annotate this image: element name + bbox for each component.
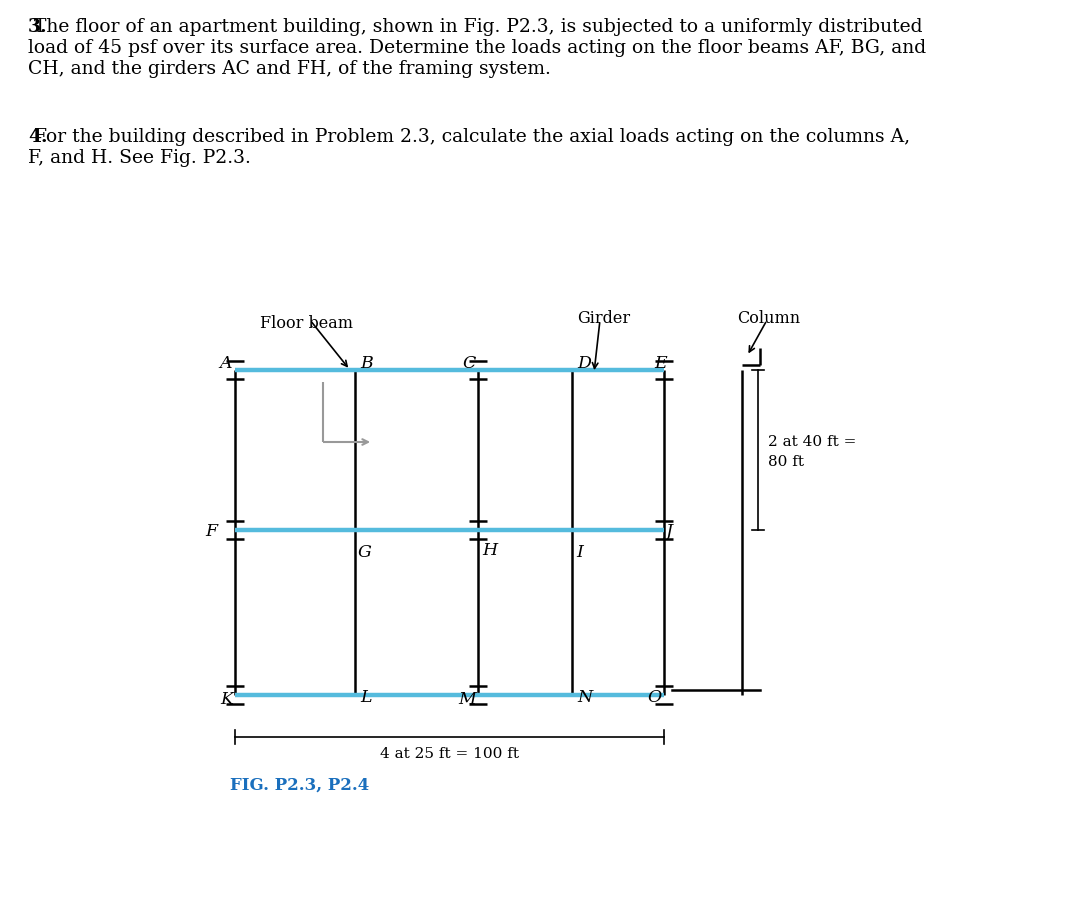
- Text: N: N: [577, 689, 592, 706]
- Text: B: B: [360, 355, 373, 372]
- Text: F: F: [205, 523, 217, 541]
- Text: O: O: [648, 689, 662, 706]
- Text: 80 ft: 80 ft: [768, 455, 804, 469]
- Text: 2 at 40 ft =: 2 at 40 ft =: [768, 435, 856, 449]
- Text: M: M: [458, 691, 476, 708]
- Text: 3.: 3.: [28, 18, 48, 36]
- Text: FIG. P2.3, P2.4: FIG. P2.3, P2.4: [230, 777, 369, 794]
- Text: The floor of an apartment building, shown in Fig. P2.3, is subjected to a unifor: The floor of an apartment building, show…: [28, 18, 927, 77]
- Text: L: L: [360, 689, 372, 706]
- Text: J: J: [666, 523, 673, 541]
- Text: Column: Column: [737, 310, 800, 327]
- Text: D: D: [577, 355, 591, 372]
- Text: Girder: Girder: [577, 310, 630, 327]
- Text: 4 at 25 ft = 100 ft: 4 at 25 ft = 100 ft: [380, 747, 519, 761]
- Text: Floor beam: Floor beam: [260, 315, 353, 332]
- Text: G: G: [357, 544, 372, 561]
- Text: For the building described in Problem 2.3, calculate the axial loads acting on t: For the building described in Problem 2.…: [28, 128, 910, 167]
- Text: K: K: [220, 691, 233, 708]
- Text: A: A: [219, 355, 232, 372]
- Text: E: E: [654, 355, 666, 372]
- Text: C: C: [462, 355, 476, 372]
- Text: 4.: 4.: [28, 128, 48, 146]
- Text: I: I: [576, 544, 583, 561]
- Text: H: H: [482, 542, 497, 559]
